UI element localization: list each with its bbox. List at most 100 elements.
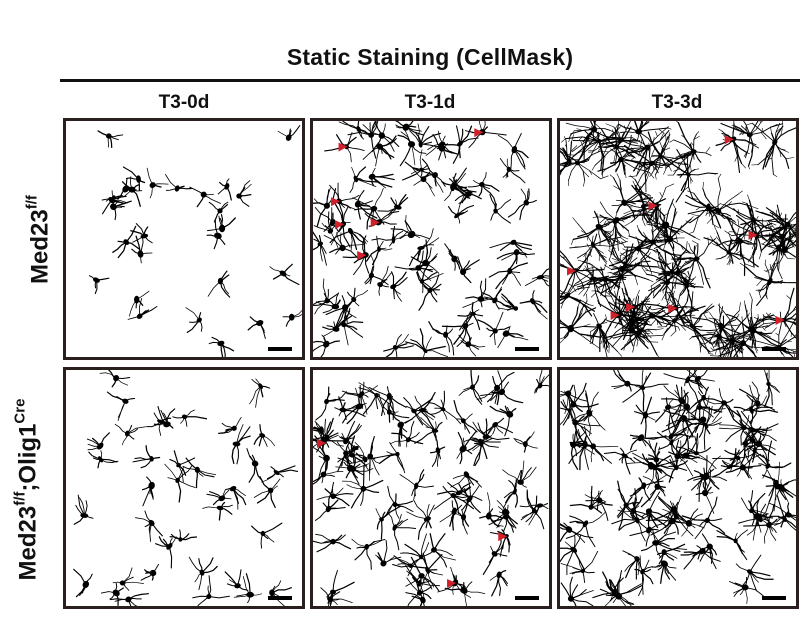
cell-process bbox=[169, 546, 171, 568]
cell-body bbox=[323, 398, 330, 405]
cell-process bbox=[495, 312, 503, 331]
cell bbox=[384, 334, 414, 357]
process-branch bbox=[657, 355, 662, 357]
cell bbox=[746, 121, 796, 177]
cell-process bbox=[352, 539, 367, 547]
cell bbox=[481, 371, 523, 403]
process-branch bbox=[776, 333, 779, 335]
process-branch bbox=[686, 241, 687, 250]
cell-process bbox=[570, 245, 594, 248]
process-branch bbox=[629, 176, 637, 177]
process-branch bbox=[750, 293, 753, 300]
cell bbox=[89, 276, 108, 294]
process-branch bbox=[673, 278, 675, 283]
cell-process bbox=[186, 308, 200, 320]
cell bbox=[490, 192, 511, 223]
cell bbox=[313, 534, 351, 552]
cell bbox=[682, 497, 724, 539]
cell bbox=[610, 173, 656, 221]
cell bbox=[317, 482, 353, 505]
cell bbox=[457, 257, 479, 283]
cell-body bbox=[251, 459, 260, 467]
cell-process bbox=[333, 582, 354, 592]
cell bbox=[189, 557, 217, 589]
cell bbox=[207, 490, 231, 505]
cell bbox=[391, 215, 429, 239]
process-branch bbox=[692, 241, 698, 244]
cell-process bbox=[185, 417, 207, 419]
process-branch bbox=[655, 175, 656, 180]
cell-process bbox=[718, 194, 738, 211]
cell-body bbox=[513, 248, 520, 256]
cell bbox=[508, 189, 536, 220]
cell-process bbox=[414, 411, 429, 427]
cell bbox=[209, 202, 228, 222]
figure-header: Static Staining (CellMask) bbox=[60, 44, 800, 71]
cell bbox=[89, 451, 118, 468]
cell-process bbox=[648, 467, 654, 489]
process-branch bbox=[591, 293, 596, 298]
cell-process bbox=[636, 559, 637, 579]
cell bbox=[463, 279, 488, 308]
cell-process bbox=[768, 441, 772, 466]
cell bbox=[109, 201, 131, 219]
cell bbox=[560, 271, 595, 325]
cell bbox=[396, 419, 412, 446]
process-branch bbox=[653, 288, 655, 297]
cell bbox=[208, 215, 236, 233]
process-branch bbox=[660, 192, 663, 197]
cell-process bbox=[363, 395, 376, 414]
cell-process bbox=[779, 337, 795, 347]
process-branch bbox=[711, 348, 714, 351]
cell bbox=[449, 195, 474, 223]
cell bbox=[490, 571, 507, 596]
process-branch bbox=[746, 123, 752, 125]
cell bbox=[226, 485, 246, 509]
cell bbox=[514, 432, 538, 452]
process-branch bbox=[571, 239, 573, 244]
cell-body bbox=[258, 432, 265, 439]
cell-process bbox=[498, 135, 514, 149]
cell bbox=[623, 370, 668, 411]
cell-body bbox=[178, 537, 182, 542]
cell-process bbox=[354, 290, 368, 299]
cell bbox=[520, 291, 547, 319]
process-branch bbox=[708, 237, 709, 245]
cell-body bbox=[174, 185, 181, 193]
cell-process bbox=[503, 470, 521, 482]
cell-body bbox=[536, 503, 544, 508]
cell-process bbox=[614, 178, 625, 203]
process-branch bbox=[625, 222, 632, 226]
cell bbox=[465, 121, 506, 148]
cell-process bbox=[750, 404, 758, 423]
cell-process bbox=[695, 520, 707, 538]
process-branch bbox=[773, 174, 777, 176]
cell-process bbox=[424, 179, 435, 196]
cell bbox=[186, 308, 203, 333]
cell-process bbox=[395, 501, 413, 504]
process-branch bbox=[561, 139, 565, 143]
process-branch bbox=[765, 260, 766, 265]
cell-process bbox=[421, 127, 429, 145]
process-branch bbox=[788, 258, 796, 259]
row-label-base: Med23 bbox=[27, 209, 54, 284]
cell-process bbox=[705, 493, 714, 514]
cell-process bbox=[656, 543, 680, 552]
cell-process bbox=[178, 480, 196, 487]
cell bbox=[154, 407, 174, 429]
cell-process bbox=[653, 242, 682, 255]
cell-process bbox=[434, 496, 454, 510]
cell bbox=[440, 501, 462, 530]
cell-process bbox=[333, 542, 351, 549]
cell bbox=[369, 387, 406, 420]
micrograph-image bbox=[66, 370, 302, 606]
cell bbox=[128, 298, 157, 320]
process-branch bbox=[578, 260, 583, 261]
micrograph-image bbox=[313, 370, 549, 606]
process-branch bbox=[727, 255, 730, 259]
cell bbox=[376, 266, 391, 295]
cell bbox=[219, 417, 242, 433]
cell-process bbox=[657, 187, 667, 205]
cell bbox=[623, 551, 642, 579]
row-label-base: Med23 bbox=[15, 506, 42, 581]
